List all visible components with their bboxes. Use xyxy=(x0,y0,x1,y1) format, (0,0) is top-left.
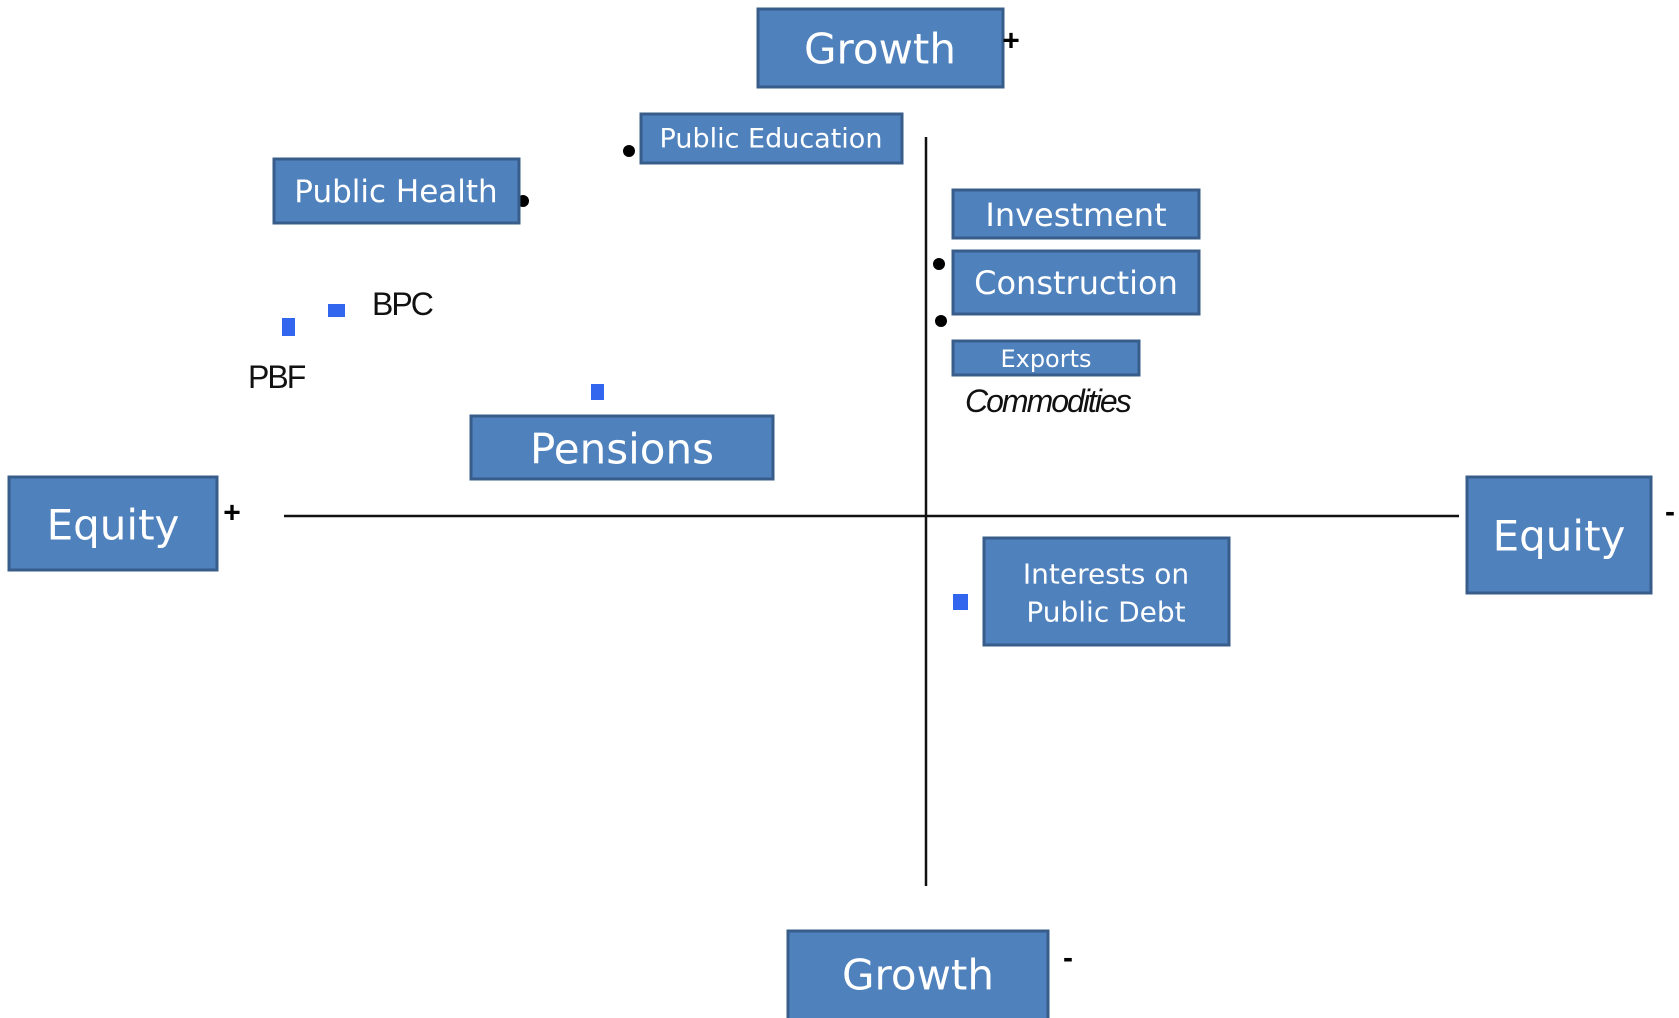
axis-sign-top: + xyxy=(1002,25,1020,58)
item-label: Construction xyxy=(974,264,1178,302)
axis-label-left: Equity xyxy=(47,501,180,550)
item-label: PBF xyxy=(248,359,306,395)
marker xyxy=(591,384,604,400)
axis-box-left xyxy=(7,475,219,572)
marker xyxy=(953,594,968,610)
item-label: Investment xyxy=(985,196,1166,234)
marker xyxy=(328,304,345,317)
axis-sign-bottom: - xyxy=(1063,942,1073,975)
item-box xyxy=(951,249,1201,316)
item-label: Public Debt xyxy=(1026,596,1185,629)
axis-label-right: Equity xyxy=(1493,512,1626,561)
marker xyxy=(282,318,295,336)
axis-sign-right: - xyxy=(1665,496,1675,529)
axis-sign-left: + xyxy=(223,497,241,530)
marker xyxy=(623,145,635,157)
item-label: Exports xyxy=(1000,345,1091,373)
marker xyxy=(935,315,947,327)
item-box xyxy=(982,536,1231,647)
item-label: Public Education xyxy=(660,124,883,155)
axis-label-bottom: Growth xyxy=(842,951,994,1000)
item-box xyxy=(469,414,775,481)
item-box xyxy=(272,157,521,225)
item-label: BPC xyxy=(372,286,433,322)
item-box xyxy=(639,112,904,165)
item-box xyxy=(951,339,1141,377)
item-label: Commodities xyxy=(965,383,1132,419)
axis-box-right xyxy=(1465,475,1653,595)
item-label: Pensions xyxy=(530,425,714,474)
item-label: Public Health xyxy=(294,174,497,210)
item-label: Interests on xyxy=(1023,558,1189,591)
item-box xyxy=(951,188,1201,240)
marker xyxy=(933,258,945,270)
axis-box-bottom xyxy=(786,929,1050,1018)
axis-label-top: Growth xyxy=(804,25,956,74)
axis-box-top xyxy=(756,7,1005,89)
